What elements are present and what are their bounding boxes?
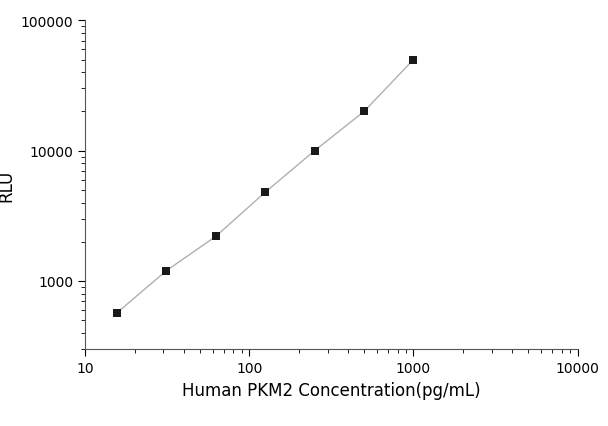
Point (309, 148, 319, 155)
Point (211, 233, 221, 240)
Point (409, 57, 418, 64)
Point (359, 109, 369, 115)
X-axis label: Human PKM2 Concentration(pg/mL): Human PKM2 Concentration(pg/mL) (182, 380, 481, 399)
Point (260, 189, 270, 196)
Point (112, 310, 122, 317)
Point (162, 268, 171, 274)
Y-axis label: RLU: RLU (0, 169, 15, 201)
